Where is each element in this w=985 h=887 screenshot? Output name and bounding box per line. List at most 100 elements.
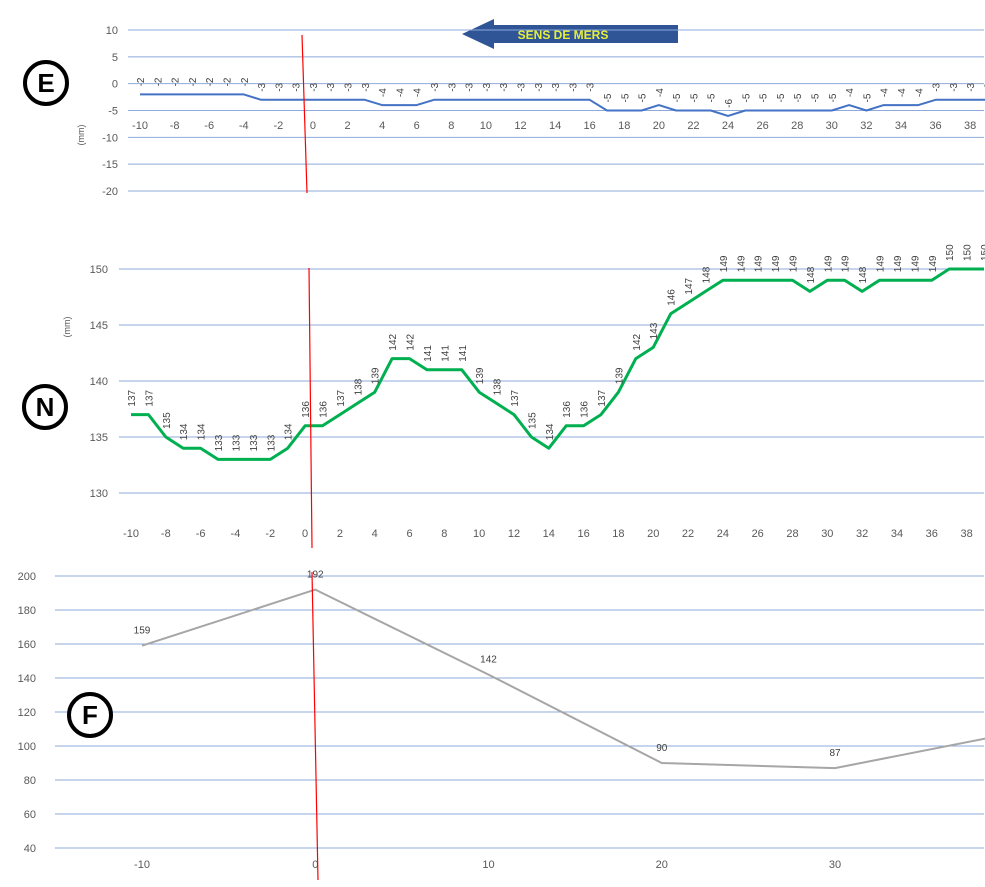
x-tick-label: -2 [273,120,283,132]
data-label: -2 [205,77,216,86]
data-label: -5 [811,93,822,102]
data-label: -5 [707,93,718,102]
x-tick-label: 10 [473,528,485,540]
x-tick-label: 32 [860,120,872,132]
data-label: -3 [257,82,268,91]
panel-badge [67,692,113,738]
data-label: 150 [963,244,974,261]
data-label: 135 [527,412,538,429]
data-label: -5 [620,93,631,102]
data-label: 136 [580,401,591,418]
direction-banner-label: SENS DE MERS [518,28,609,42]
x-tick-label: 8 [441,528,447,540]
data-label: 90 [656,743,668,754]
x-tick-label: 34 [891,528,903,540]
data-label: -4 [378,88,389,97]
x-tick-label: 18 [618,120,630,132]
data-label: 149 [719,255,730,272]
data-label: -3 [516,82,527,91]
x-tick-label: 24 [722,120,734,132]
data-label: -6 [724,99,735,108]
y-tick-label: 120 [18,707,36,719]
x-tick-label: -4 [239,120,249,132]
data-label: 149 [928,255,939,272]
data-label: 141 [423,345,434,362]
data-label: 149 [893,255,904,272]
data-label: -2 [136,77,147,86]
data-label: 149 [754,255,765,272]
data-label: -3 [499,82,510,91]
panel-badge-label: E [37,68,54,98]
series-line [140,93,985,117]
data-label: -3 [344,82,355,91]
data-label: -3 [482,82,493,91]
x-tick-label: 14 [543,528,555,540]
data-label: -5 [603,93,614,102]
x-tick-label: -4 [231,528,241,540]
direction-banner: SENS DE MERS [462,19,678,49]
data-label: -4 [395,88,406,97]
data-label: 141 [458,345,469,362]
x-tick-label: 36 [926,528,938,540]
data-label: -2 [153,77,164,86]
data-label: -3 [361,82,372,91]
data-label: 149 [789,255,800,272]
reference-marker-line [308,267,313,549]
data-label: -3 [447,82,458,91]
x-tick-label: 12 [508,528,520,540]
data-label: -5 [776,93,787,102]
y-tick-label: 145 [90,320,108,332]
data-label: -4 [413,88,424,97]
x-tick-label: 38 [964,120,976,132]
data-label: 133 [266,434,277,451]
data-label: -3 [326,82,337,91]
data-label: 136 [318,401,329,418]
y-tick-label: -10 [102,132,118,144]
data-label: 87 [829,748,841,759]
data-label: 146 [667,289,678,306]
y-tick-label: 150 [90,264,108,276]
x-tick-label: 6 [414,120,420,132]
data-label: -3 [932,82,943,91]
x-tick-label: 20 [653,120,665,132]
y-tick-label: 130 [90,488,108,500]
panel-badge-label: N [36,392,55,422]
y-tick-label: 140 [18,673,36,685]
x-tick-label: 22 [682,528,694,540]
x-tick-label: -10 [134,859,150,871]
y-tick-label: -5 [108,106,118,118]
data-label: 137 [597,389,608,406]
x-tick-label: -2 [265,528,275,540]
x-tick-label: 20 [647,528,659,540]
data-label: 133 [249,434,260,451]
y-tick-label: 80 [24,775,36,787]
x-tick-label: 16 [577,528,589,540]
reference-marker-line [301,34,308,194]
x-tick-label: 4 [379,120,385,132]
data-label: 134 [197,423,208,440]
x-tick-label: 26 [756,120,768,132]
x-tick-label: 36 [929,120,941,132]
y-tick-label: -20 [102,186,118,198]
y-tick-label: 180 [18,605,36,617]
data-label: -2 [222,77,233,86]
data-label: 137 [144,389,155,406]
data-label: 142 [632,333,643,350]
data-label: -3 [983,82,985,91]
x-tick-label: 30 [826,120,838,132]
data-label: 139 [614,367,625,384]
series-line [141,588,985,770]
x-tick-label: 14 [549,120,561,132]
data-label: -3 [274,82,285,91]
data-label: 159 [134,626,151,637]
data-label: 136 [562,401,573,418]
data-label: 142 [480,655,497,666]
data-label: -3 [430,82,441,91]
data-label: -3 [949,82,960,91]
data-label: -4 [897,88,908,97]
data-label: 147 [684,277,695,294]
data-label: -2 [171,77,182,86]
